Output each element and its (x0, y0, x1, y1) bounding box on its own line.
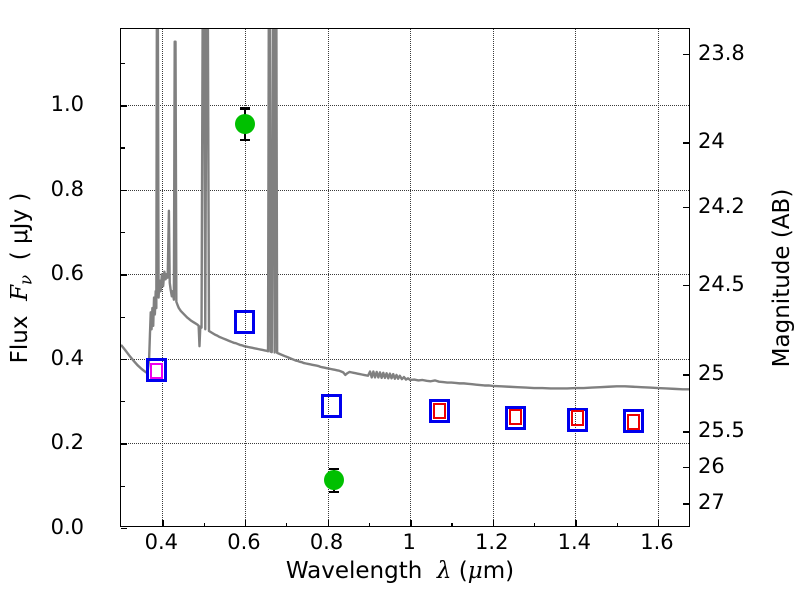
x-tick-minor (616, 522, 618, 526)
x-tick-label: 1 (402, 530, 416, 554)
gridline-horizontal (121, 105, 689, 107)
x-tick-label: 1.4 (557, 530, 592, 554)
x-tick-major (410, 520, 412, 526)
y-tick-major-right (683, 374, 689, 376)
gridline-horizontal (121, 274, 689, 276)
errorbar-cap-bottom (328, 490, 339, 493)
x-tick-minor (451, 522, 453, 526)
photometry-marker-blue (428, 398, 450, 423)
y-tick-label-left: 0.6 (50, 261, 84, 286)
y-tick-label-right: 25.5 (698, 418, 745, 443)
photometry-marker-blue (234, 310, 256, 335)
x-tick-minor (286, 522, 288, 526)
gridline-vertical (492, 29, 494, 526)
x-tick-label: 1.2 (475, 530, 509, 554)
y-tick-major-right (683, 284, 689, 287)
y-tick-minor-left (121, 147, 125, 149)
x-tick-major (575, 520, 577, 526)
observed-photometry-point (234, 114, 255, 135)
y-tick-minor-left (121, 62, 125, 65)
gridline-vertical (657, 29, 659, 526)
y-tick-major-right (683, 431, 689, 433)
y-tick-label-left: 0.0 (50, 515, 84, 539)
observed-photometry-point (323, 470, 344, 491)
photometry-marker-blue (622, 409, 644, 434)
photometry-marker-blue (146, 357, 168, 382)
x-tick-major (162, 520, 164, 526)
photometry-marker-blue (566, 407, 588, 432)
photometry-marker-inner (508, 409, 522, 426)
y-tick-label-right: 24.5 (698, 271, 745, 296)
y-tick-minor-left (121, 316, 125, 318)
y-tick-major-left (121, 443, 127, 445)
plot-frame (120, 28, 690, 530)
y-tick-major-right (683, 207, 689, 209)
y-axis-label-left: Flux Fν ( μJy ) (7, 192, 36, 364)
gridline-vertical (244, 29, 246, 526)
y-axis-label-right: Magnitude (AB) (769, 188, 795, 368)
y-tick-label-left: 0.8 (50, 176, 84, 201)
errorbar-cap-top (328, 467, 339, 470)
x-tick-major (244, 520, 247, 526)
y-tick-label-right: 24.2 (698, 194, 745, 219)
errorbar-cap-bottom (239, 138, 250, 142)
x-tick-minor (534, 522, 536, 526)
spectrum-polyline (121, 29, 689, 391)
x-tick-label: 0.4 (144, 530, 178, 554)
y-tick-label-left: 0.4 (50, 345, 84, 370)
y-tick-major-right (683, 142, 689, 144)
y-tick-label-left: 1.0 (50, 92, 84, 117)
y-tick-major-left (121, 274, 127, 276)
x-tick-major (492, 520, 495, 526)
photometry-marker-inner (626, 414, 640, 431)
x-tick-minor (368, 522, 370, 526)
y-tick-minor-left (121, 485, 125, 487)
gridline-horizontal (121, 443, 689, 445)
x-tick-major (327, 520, 329, 526)
x-tick-minor (203, 522, 205, 526)
y-tick-minor-left (121, 231, 125, 234)
photometry-marker-inner (570, 410, 584, 427)
plot-area (121, 29, 689, 526)
y-tick-major-left (121, 189, 127, 192)
y-tick-label-right: 25 (698, 361, 725, 386)
spectrum-line-series (121, 29, 689, 391)
y-tick-major-left (121, 105, 127, 107)
gridline-horizontal (121, 358, 689, 360)
photometry-marker-inner (150, 363, 164, 380)
photometry-marker-blue (504, 406, 526, 431)
y-tick-major-right (683, 466, 689, 469)
errorbar-cap-top (239, 107, 250, 110)
x-tick-major (657, 520, 660, 526)
y-tick-major-left (121, 358, 127, 361)
gridline-vertical (410, 29, 412, 526)
y-tick-major-right (683, 503, 689, 505)
gridline-horizontal (121, 189, 689, 191)
photometry-marker-blue (321, 393, 343, 418)
gridline-vertical (327, 29, 329, 526)
x-axis-label: Wavelength λ (μm) (285, 558, 515, 584)
y-tick-label-right: 27 (698, 490, 725, 515)
gridline-vertical (575, 29, 577, 526)
y-tick-label-right: 23.8 (698, 40, 745, 65)
y-tick-label-right: 26 (698, 453, 725, 478)
y-tick-major-left (121, 528, 127, 530)
x-tick-label: 0.6 (227, 530, 261, 554)
x-tick-label: 0.8 (309, 530, 344, 554)
photometry-marker-inner (432, 402, 446, 419)
y-tick-label-right: 24 (698, 129, 725, 154)
y-tick-minor-left (121, 401, 125, 403)
x-tick-label: 1.6 (640, 530, 674, 554)
y-tick-label-left: 0.2 (50, 430, 84, 455)
y-tick-major-right (683, 53, 689, 55)
